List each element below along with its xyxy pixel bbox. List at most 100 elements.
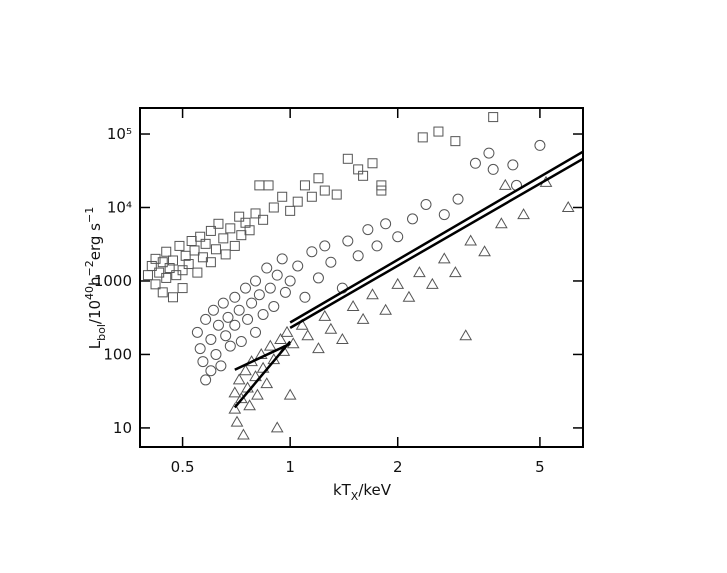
circle-point bbox=[229, 319, 241, 331]
label-part: −2 bbox=[83, 260, 96, 276]
y-tick-label: 1000 bbox=[94, 272, 132, 290]
circle-point bbox=[200, 313, 212, 325]
triangle-point bbox=[402, 290, 416, 302]
square-point bbox=[488, 112, 499, 123]
triangle-point bbox=[237, 428, 250, 440]
circle-point bbox=[279, 286, 291, 298]
circle-point bbox=[507, 159, 519, 171]
square-point bbox=[180, 250, 191, 261]
triangle-point bbox=[494, 217, 508, 229]
triangle-point bbox=[324, 322, 338, 334]
square-point bbox=[225, 223, 236, 234]
circle-point bbox=[325, 256, 337, 268]
triangle-point bbox=[366, 288, 379, 300]
triangle-point bbox=[336, 332, 349, 344]
circle-point bbox=[271, 269, 283, 281]
square-point bbox=[306, 191, 317, 202]
triangle-point bbox=[243, 399, 256, 411]
triangle-point bbox=[263, 339, 277, 351]
circle-point bbox=[420, 198, 432, 210]
label-part: erg s bbox=[86, 223, 104, 260]
x-tick-label: 2 bbox=[393, 458, 403, 476]
circle-point bbox=[352, 250, 364, 262]
square-point bbox=[285, 205, 296, 216]
square-point bbox=[161, 272, 172, 283]
circle-point bbox=[261, 262, 273, 274]
triangle-point bbox=[230, 415, 244, 427]
triangle-point bbox=[413, 266, 426, 278]
triangle-point bbox=[561, 200, 575, 212]
circle-point bbox=[246, 297, 258, 309]
square-point bbox=[250, 208, 261, 219]
square-point bbox=[174, 240, 185, 251]
square-point bbox=[177, 283, 188, 294]
circle-point bbox=[200, 374, 212, 386]
triangle-point bbox=[459, 329, 473, 341]
circle-point bbox=[452, 193, 464, 205]
circle-point bbox=[469, 157, 481, 169]
label-part: /keV bbox=[358, 481, 391, 499]
triangle-point bbox=[498, 178, 512, 190]
square-point bbox=[229, 240, 240, 251]
circle-point bbox=[207, 304, 219, 316]
square-point bbox=[205, 225, 216, 236]
triangle-point bbox=[280, 325, 294, 337]
circle-point bbox=[392, 231, 404, 243]
triangle-point bbox=[251, 388, 264, 400]
circle-point bbox=[380, 218, 392, 230]
fit-line bbox=[289, 150, 584, 324]
triangle-point bbox=[425, 277, 439, 289]
square-point bbox=[367, 158, 378, 169]
square-point bbox=[150, 279, 161, 290]
square-point bbox=[376, 185, 387, 196]
x-tick-label: 0.5 bbox=[171, 458, 195, 476]
y-tick-label: 10⁴ bbox=[107, 198, 132, 216]
square-point bbox=[417, 132, 428, 143]
label-part: L bbox=[86, 340, 104, 349]
circle-point bbox=[306, 246, 318, 258]
label-part: X bbox=[351, 490, 359, 503]
circle-point bbox=[240, 282, 252, 294]
triangle-point bbox=[478, 245, 491, 257]
y-tick-label: 10 bbox=[113, 419, 132, 437]
circle-point bbox=[250, 326, 262, 338]
triangle-point bbox=[517, 208, 530, 220]
circle-point bbox=[319, 240, 331, 252]
label-part: kT bbox=[333, 481, 352, 499]
circle-point bbox=[212, 319, 224, 331]
square-point bbox=[177, 265, 188, 276]
square-point bbox=[319, 185, 330, 196]
square-point bbox=[183, 259, 194, 270]
triangle-point bbox=[232, 373, 246, 385]
square-point bbox=[292, 196, 303, 207]
circle-point bbox=[217, 297, 229, 309]
circle-point bbox=[371, 240, 383, 252]
label-part: bol bbox=[95, 324, 108, 341]
square-point bbox=[164, 263, 175, 274]
circle-point bbox=[194, 343, 206, 355]
circle-point bbox=[229, 291, 241, 303]
square-point bbox=[342, 153, 353, 164]
square-point bbox=[161, 246, 172, 257]
circle-point bbox=[191, 326, 203, 338]
square-point bbox=[331, 189, 342, 200]
fit-line bbox=[234, 342, 291, 371]
square-point bbox=[268, 202, 279, 213]
triangle-point bbox=[464, 234, 478, 246]
circle-point bbox=[268, 300, 280, 312]
square-point bbox=[258, 214, 269, 225]
x-tick-label: 1 bbox=[285, 458, 295, 476]
triangle-point bbox=[249, 370, 262, 382]
square-point bbox=[189, 245, 200, 256]
label-part: 40 bbox=[83, 286, 96, 300]
circle-point bbox=[342, 235, 354, 247]
circle-point bbox=[210, 348, 222, 360]
square-point bbox=[167, 255, 178, 266]
square-point bbox=[376, 180, 387, 191]
circle-point bbox=[292, 260, 304, 272]
triangle-point bbox=[274, 332, 287, 344]
square-point bbox=[200, 238, 211, 249]
circle-point bbox=[205, 333, 217, 345]
